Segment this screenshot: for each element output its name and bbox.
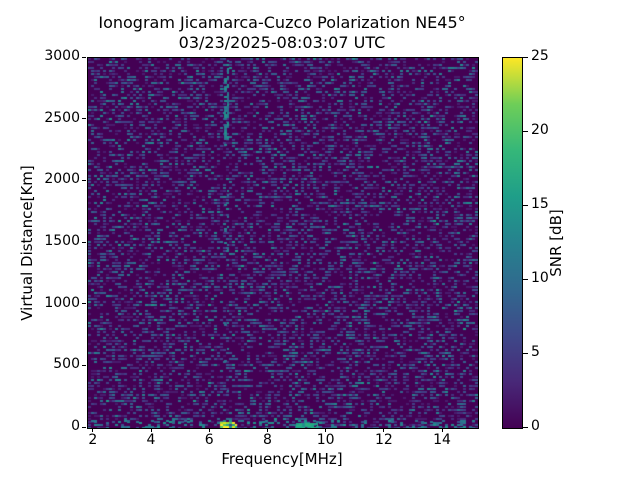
x-tick-mark (383, 428, 385, 432)
y-tick-label: 1000 (44, 294, 80, 311)
colorbar-tick-label: 25 (531, 48, 549, 64)
y-tick-mark (82, 241, 86, 243)
y-tick-label: 0 (71, 418, 80, 434)
x-axis-label: Frequency[MHz] (221, 450, 343, 468)
y-tick-mark (82, 426, 86, 428)
y-tick-mark (82, 179, 86, 181)
y-tick-mark (82, 56, 86, 58)
colorbar-label: SNR [dB] (547, 209, 565, 277)
x-tick-mark (208, 428, 210, 432)
x-tick-label: 4 (146, 432, 156, 448)
colorbar-tick-mark (523, 56, 528, 58)
colorbar-tick-label: 10 (531, 270, 549, 286)
chart-title-line1: Ionogram Jicamarca-Cuzco Polarization NE… (98, 13, 466, 32)
colorbar-tick-mark (523, 426, 528, 428)
y-tick-label: 2000 (44, 171, 80, 188)
colorbar-tick-label: 20 (531, 122, 549, 138)
x-tick-mark (441, 428, 443, 432)
x-tick-label: 6 (204, 432, 214, 448)
y-tick-label: 500 (53, 356, 80, 373)
colorbar-tick-mark (523, 352, 528, 354)
y-tick-label: 3000 (44, 48, 80, 64)
chart-title-line2: 03/23/2025-08:03:07 UTC (178, 33, 386, 52)
x-tick-mark (150, 428, 152, 432)
ionogram-heatmap (88, 58, 478, 428)
colorbar-tick-label: 15 (531, 196, 549, 212)
x-tick-label: 8 (262, 432, 272, 448)
colorbar-tick-mark (523, 278, 528, 280)
y-tick-label: 1500 (44, 233, 80, 249)
plot-area (87, 57, 479, 429)
colorbar-tick-label: 0 (531, 418, 540, 434)
y-tick-mark (82, 364, 86, 366)
x-tick-label: 12 (374, 432, 393, 448)
x-tick-label: 14 (433, 432, 451, 448)
y-tick-mark (82, 303, 86, 305)
x-tick-mark (92, 428, 94, 432)
x-tick-label: 2 (88, 432, 98, 448)
colorbar-tick-label: 5 (531, 344, 540, 360)
x-tick-label: 10 (316, 432, 335, 448)
y-tick-label: 2500 (44, 109, 80, 126)
y-tick-mark (82, 118, 86, 120)
colorbar (502, 57, 523, 429)
colorbar-tick-mark (523, 204, 528, 206)
x-tick-mark (266, 428, 268, 432)
colorbar-tick-mark (523, 130, 528, 132)
x-tick-mark (325, 428, 327, 432)
chart-title: Ionogram Jicamarca-Cuzco Polarization NE… (87, 13, 477, 53)
